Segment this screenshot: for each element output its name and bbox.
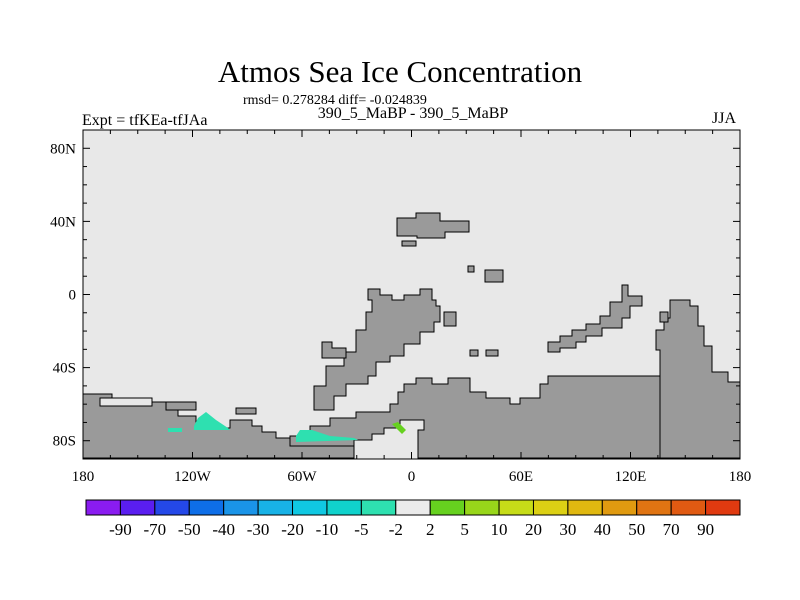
- land-small-block-10: [235, 407, 257, 415]
- colorbar-box: [498, 499, 534, 516]
- map-title: Atmos Sea Ice Concentration: [217, 54, 583, 89]
- land-eurasia-north: [396, 212, 470, 239]
- colorbar-box: [464, 499, 500, 516]
- land-small-block-3: [484, 269, 504, 283]
- colorbar-label: -2: [389, 520, 403, 539]
- colorbar-label: -10: [316, 520, 339, 539]
- land-small-block-9: [99, 397, 153, 407]
- land-small-block-2: [467, 265, 475, 273]
- colorbar-label: 40: [594, 520, 611, 539]
- land-masses: [82, 212, 741, 459]
- land-small-block-8: [659, 311, 669, 323]
- lon-label: 180: [72, 469, 95, 485]
- colorbar-label: 10: [491, 520, 508, 539]
- land-southern-band: [289, 375, 661, 459]
- colorbar-box: [154, 499, 190, 516]
- map-ticks: [82, 129, 741, 460]
- land-small-block-4: [443, 311, 457, 327]
- colorbar-box: [670, 499, 707, 516]
- colorbar-label: 2: [426, 520, 435, 539]
- lon-label: 60W: [287, 469, 317, 485]
- colorbar-box: [119, 499, 156, 516]
- colorbar-label: 5: [460, 520, 469, 539]
- lon-label: 60E: [509, 469, 533, 485]
- land-australia: [655, 299, 741, 459]
- colorbar-label: -70: [144, 520, 167, 539]
- lat-label: 40N: [50, 214, 76, 230]
- colorbar-box: [257, 499, 294, 516]
- colorbar-box: [705, 499, 741, 516]
- colorbar-label: -20: [281, 520, 304, 539]
- colorbar-box: [223, 499, 259, 516]
- colorbar-box: [601, 499, 638, 516]
- map-tick-labels: 80N 40N 0 40S 80S 180 120W 60W 0 60E 120E 180: [50, 141, 751, 485]
- lat-label: 40S: [53, 361, 76, 377]
- colorbar-label: -30: [247, 520, 270, 539]
- land-small-block-11: [165, 401, 197, 411]
- colorbar-box: [636, 499, 672, 516]
- experiment-label: Expt = tfKEa-tfJAa: [82, 112, 208, 129]
- lat-label: 80S: [53, 434, 76, 450]
- land-small-block-6: [469, 349, 479, 357]
- colorbar-label: -90: [109, 520, 132, 539]
- colorbar-label: 50: [628, 520, 645, 539]
- colorbar-box: [188, 499, 225, 516]
- colorbar-label: 90: [697, 520, 714, 539]
- lat-label: 0: [69, 288, 77, 304]
- colorbar-label: 20: [525, 520, 542, 539]
- anomaly-patch-negative-3: [296, 430, 358, 442]
- colorbar-box: [360, 499, 397, 516]
- anomaly-patch-negative-1: [194, 412, 230, 430]
- colorbar-box: [567, 499, 603, 516]
- colorbar-label: -40: [212, 520, 235, 539]
- lon-label: 120W: [174, 469, 212, 485]
- colorbar-box: [395, 499, 431, 516]
- anomaly-patch-positive-1: [392, 422, 406, 434]
- lon-label: 0: [408, 469, 416, 485]
- stats-label: rmsd= 0.278284 diff= -0.024839: [243, 93, 427, 108]
- land-small-block-7: [485, 349, 499, 357]
- colorbar-box: [532, 499, 569, 516]
- colorbar-box: [326, 499, 362, 516]
- lon-label: 120E: [615, 469, 647, 485]
- colorbar-label: -5: [354, 520, 368, 539]
- colorbar-box: [85, 499, 121, 516]
- anomaly-patches: [168, 412, 406, 442]
- colorbar-box: [429, 499, 466, 516]
- land-small-block-1: [401, 240, 417, 247]
- season-label: JJA: [712, 110, 737, 127]
- land-small-block-5: [321, 341, 347, 359]
- land-east-arm: [547, 284, 643, 353]
- lon-label: 180: [729, 469, 752, 485]
- colorbar-label: -50: [178, 520, 201, 539]
- colorbar-label: 70: [663, 520, 680, 539]
- map-subtitle: 390_5_MaBP - 390_5_MaBP: [317, 105, 509, 122]
- colorbar: -90 -70 -50 -40 -30 -20 -10 -5 -2 2 5 10 20 30 40 50 70 9…: [85, 499, 741, 539]
- anomaly-patch-negative-2: [168, 428, 182, 432]
- lat-label: 80N: [50, 141, 76, 157]
- colorbar-box: [292, 499, 328, 516]
- colorbar-label: 30: [559, 520, 576, 539]
- land-central-continent: [313, 288, 441, 411]
